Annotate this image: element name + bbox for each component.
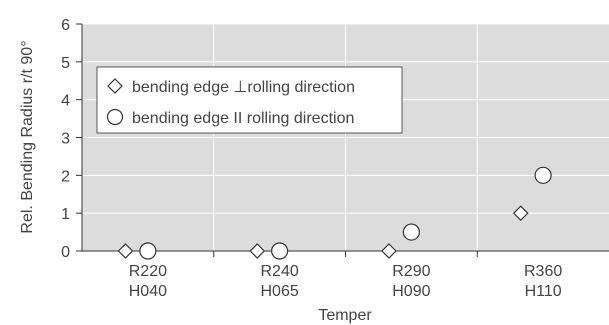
x-axis-title: Temper — [318, 307, 372, 324]
data-point-diamond — [381, 243, 397, 259]
y-tick-label: 3 — [61, 131, 70, 148]
x-tick-label-line1: R290 — [392, 263, 430, 280]
data-point-circle — [271, 242, 289, 260]
data-point-circle — [534, 166, 552, 184]
y-tick-label: 1 — [61, 206, 70, 223]
x-tick-label-line2: H090 — [392, 283, 430, 300]
y-tick-label: 0 — [61, 244, 70, 261]
legend-label-parallel: bending edge II rolling direction — [132, 110, 354, 127]
x-tick-label-line2: H065 — [261, 283, 299, 300]
y-axis-ticks: 0 1 2 3 4 5 6 — [61, 17, 82, 261]
legend: bending edge ⊥rolling direction bending … — [96, 66, 403, 134]
legend-box — [96, 66, 403, 134]
data-points — [117, 166, 552, 260]
data-point-diamond — [117, 243, 134, 259]
x-tick-label-line1: R360 — [524, 263, 562, 280]
y-tick-label: 2 — [61, 168, 70, 185]
x-tick-label-line2: H110 — [525, 283, 562, 300]
y-tick-label: 4 — [61, 93, 70, 110]
legend-diamond-icon — [107, 78, 123, 94]
legend-label-perpendicular: bending edge ⊥rolling direction — [132, 79, 355, 96]
data-point-diamond — [512, 205, 529, 222]
x-tick-label-line1: R240 — [261, 263, 299, 280]
y-tick-label: 6 — [61, 17, 70, 34]
y-axis-title: Rel. Bending Radius r/t 90° — [19, 40, 36, 233]
legend-circle-icon — [106, 108, 124, 126]
x-axis-ticks: R220 H040 R240 H065 R290 H090 R360 H110 — [129, 251, 562, 300]
x-tick-label-line2: H040 — [129, 283, 167, 300]
y-tick-label: 5 — [61, 55, 70, 72]
data-point-circle — [402, 223, 420, 241]
data-point-circle — [139, 242, 157, 260]
data-point-diamond — [249, 243, 266, 259]
x-tick-label-line1: R220 — [129, 263, 167, 280]
